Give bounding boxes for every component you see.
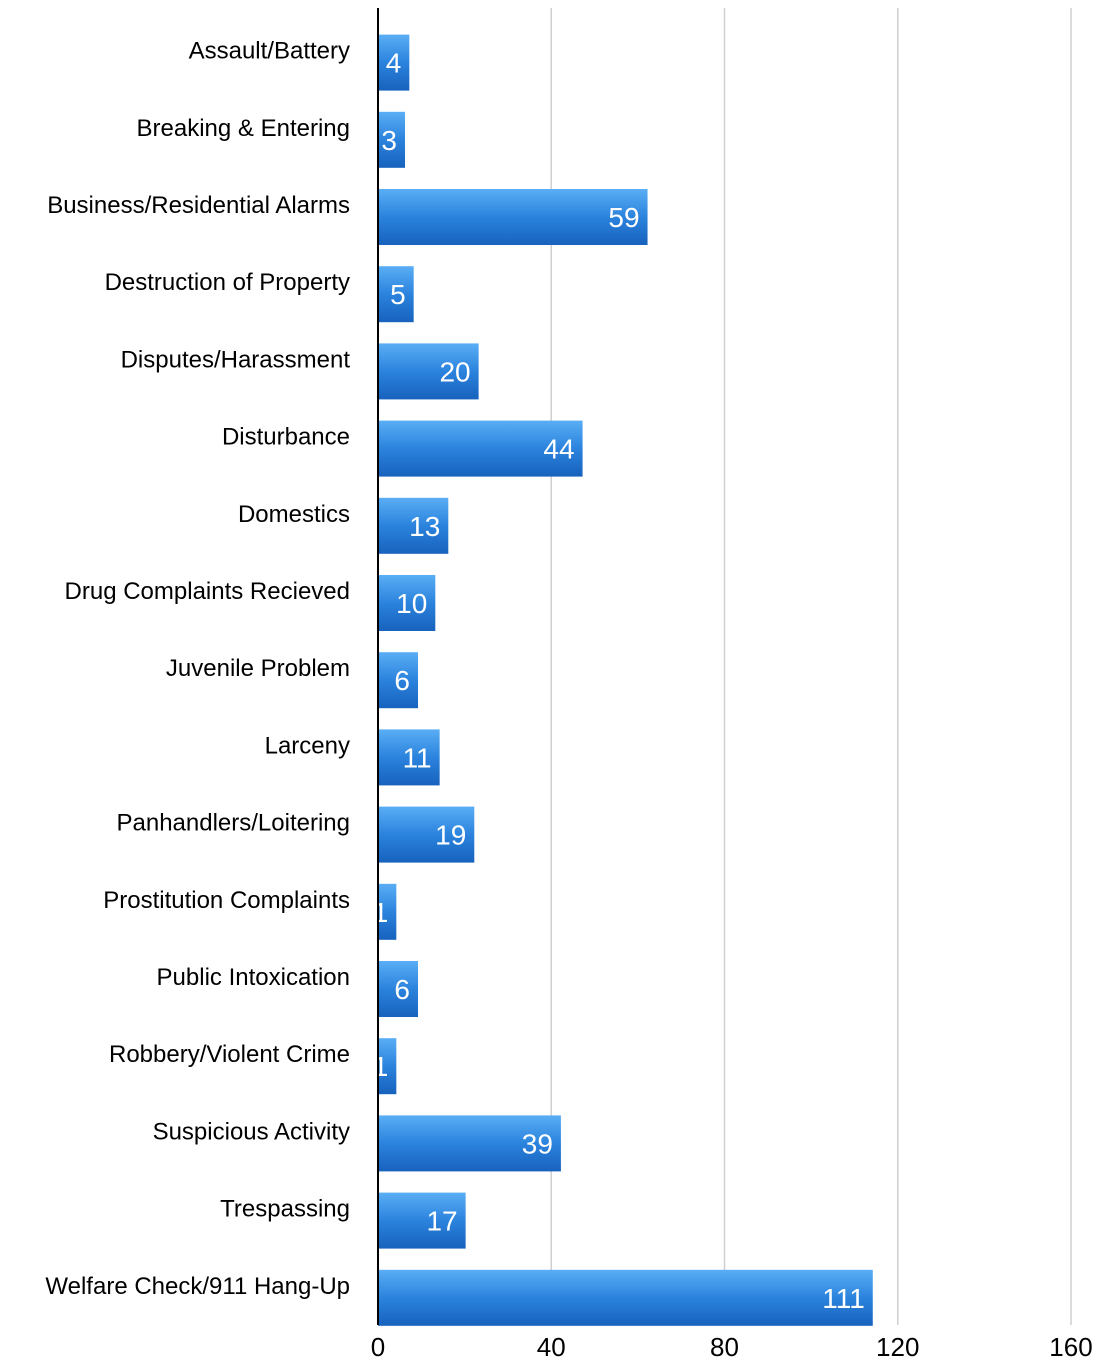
- bar-domestics: [378, 497, 449, 554]
- bar-prostitution-complaints: [378, 883, 397, 940]
- category-label-destruction-of-property: Destruction of Property: [105, 269, 350, 296]
- bar-assault-battery: [378, 34, 410, 91]
- bar-panhandlers-loitering: [378, 806, 475, 863]
- bar-disturbance: [378, 420, 583, 477]
- category-labels: Assault/Battery Breaking & Entering Busine…: [45, 38, 350, 1300]
- bar-larceny: [378, 729, 440, 786]
- bar-drug-complaints-recieved: [378, 575, 436, 631]
- category-label-business-residential-alarms: Business/Residential Alarms: [47, 192, 350, 219]
- data-label-welfare-check-911-hang-up: 111: [822, 1283, 865, 1314]
- category-label-suspicious-activity: Suspicious Activity: [153, 1118, 350, 1145]
- x-tick-label: 160: [1049, 1332, 1092, 1359]
- category-label-assault-battery: Assault/Battery: [189, 38, 350, 65]
- category-label-larceny: Larceny: [265, 732, 350, 759]
- category-label-domestics: Domestics: [238, 501, 350, 528]
- category-label-prostitution-complaints: Prostitution Complaints: [103, 887, 350, 914]
- data-label-disputes-harassment: 20: [439, 356, 470, 387]
- category-label-robbery-violent-crime: Robbery/Violent Crime: [109, 1041, 350, 1068]
- x-tick-label: 40: [537, 1332, 566, 1359]
- bar-juvenile-problem: [378, 652, 418, 709]
- category-label-panhandlers-loitering: Panhandlers/Loitering: [117, 810, 351, 837]
- category-label-breaking-entering: Breaking & Entering: [137, 115, 350, 142]
- bar-breaking-entering: [378, 111, 405, 168]
- data-label-public-intoxication: 6: [394, 974, 410, 1005]
- x-tick-labels: 0 40 80 120 160: [371, 1332, 1093, 1359]
- bar-disputes-harassment: [378, 343, 479, 400]
- x-tick-label: 80: [710, 1332, 739, 1359]
- category-label-drug-complaints-recieved: Drug Complaints Recieved: [65, 578, 350, 605]
- bar-robbery-violent-crime: [378, 1038, 397, 1095]
- data-label-breaking-entering: 3: [381, 125, 397, 156]
- data-label-robbery-violent-crime: 1: [373, 1051, 389, 1082]
- data-label-business-residential-alarms: 59: [608, 202, 639, 233]
- category-label-welfare-check-911-hang-up: Welfare Check/911 Hang-Up: [45, 1273, 350, 1300]
- x-tick-label: 0: [371, 1332, 385, 1359]
- grid-lines: [550, 8, 1072, 1325]
- category-label-juvenile-problem: Juvenile Problem: [166, 655, 350, 682]
- data-label-destruction-of-property: 5: [390, 279, 406, 310]
- data-label-drug-complaints-recieved: 10: [396, 588, 427, 619]
- category-label-disturbance: Disturbance: [222, 424, 350, 451]
- data-label-domestics: 13: [409, 511, 440, 542]
- category-label-public-intoxication: Public Intoxication: [157, 964, 350, 991]
- category-label-disputes-harassment: Disputes/Harassment: [121, 346, 351, 373]
- bar-trespassing: [378, 1192, 466, 1249]
- data-label-trespassing: 17: [426, 1206, 457, 1237]
- category-label-trespassing: Trespassing: [220, 1196, 350, 1223]
- data-label-prostitution-complaints: 1: [373, 897, 389, 928]
- data-label-panhandlers-loitering: 19: [435, 820, 466, 851]
- data-label-assault-battery: 4: [386, 48, 402, 79]
- data-label-juvenile-problem: 6: [394, 665, 410, 696]
- data-label-disturbance: 44: [543, 434, 574, 465]
- bar-welfare-check-911-hang-up: [378, 1269, 873, 1326]
- bar-destruction-of-property: [378, 266, 414, 323]
- data-label-suspicious-activity: 39: [522, 1128, 553, 1159]
- x-tick-label: 120: [876, 1332, 919, 1359]
- bar-public-intoxication: [378, 961, 418, 1017]
- bars: [378, 34, 873, 1326]
- data-label-larceny: 11: [403, 742, 432, 773]
- bar-business-residential-alarms: [378, 189, 648, 245]
- bar-suspicious-activity: [378, 1115, 561, 1172]
